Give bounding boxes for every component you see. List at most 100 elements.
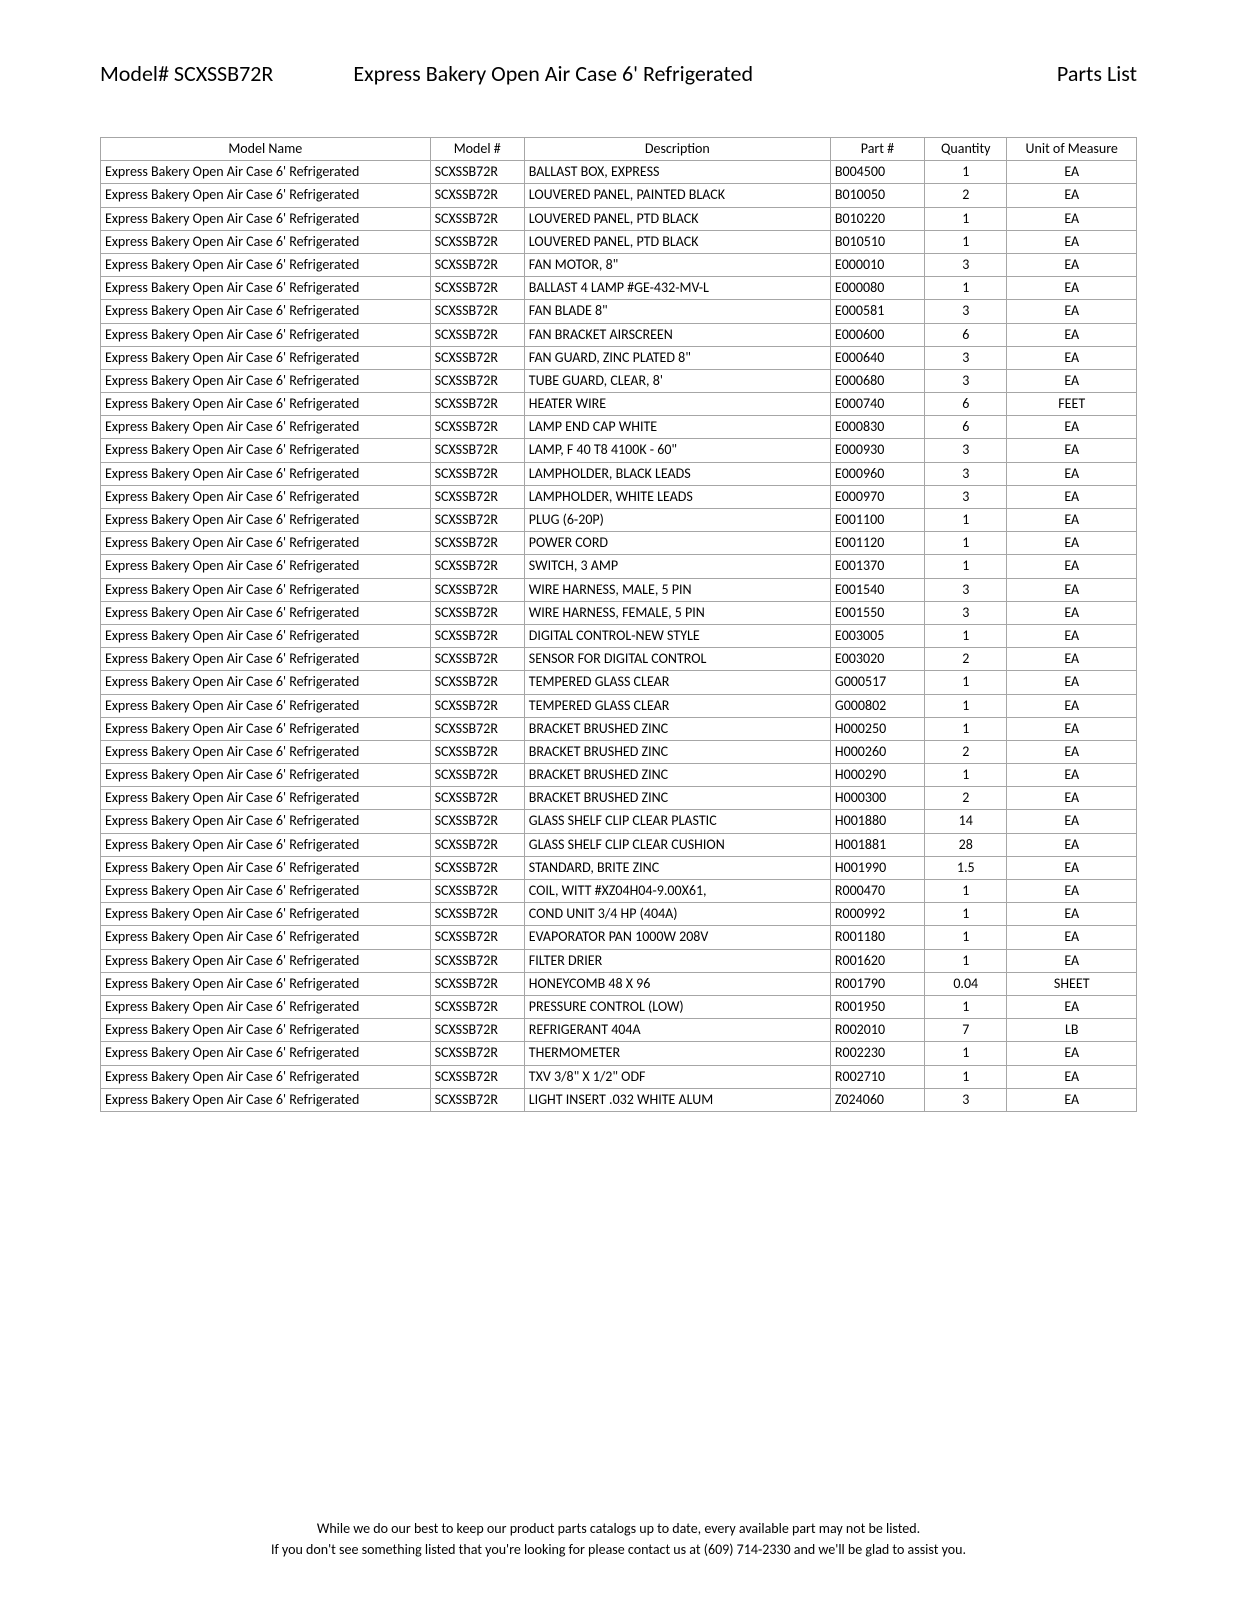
table-cell: H000260 [830, 740, 924, 763]
col-header-model-name: Model Name [101, 138, 431, 161]
table-cell: SCXSSB72R [430, 949, 524, 972]
footer-line-1: While we do our best to keep our product… [0, 1518, 1237, 1539]
table-cell: Express Bakery Open Air Case 6' Refriger… [101, 949, 431, 972]
table-cell: LAMPHOLDER, WHITE LEADS [524, 485, 830, 508]
col-header-part: Part # [830, 138, 924, 161]
table-row: Express Bakery Open Air Case 6' Refriger… [101, 207, 1137, 230]
table-cell: E003020 [830, 648, 924, 671]
table-cell: R001950 [830, 995, 924, 1018]
table-cell: B004500 [830, 161, 924, 184]
table-row: Express Bakery Open Air Case 6' Refriger… [101, 787, 1137, 810]
table-cell: R002230 [830, 1042, 924, 1065]
table-row: Express Bakery Open Air Case 6' Refriger… [101, 833, 1137, 856]
table-cell: Express Bakery Open Air Case 6' Refriger… [101, 393, 431, 416]
table-cell: R001790 [830, 972, 924, 995]
table-body: Express Bakery Open Air Case 6' Refriger… [101, 161, 1137, 1112]
table-cell: Express Bakery Open Air Case 6' Refriger… [101, 694, 431, 717]
table-cell: LIGHT INSERT .032 WHITE ALUM [524, 1088, 830, 1111]
table-cell: SCXSSB72R [430, 624, 524, 647]
table-cell: Express Bakery Open Air Case 6' Refriger… [101, 253, 431, 276]
table-row: Express Bakery Open Air Case 6' Refriger… [101, 648, 1137, 671]
table-cell: EA [1007, 787, 1137, 810]
table-cell: SCXSSB72R [430, 439, 524, 462]
table-cell: COND UNIT 3/4 HP (404A) [524, 903, 830, 926]
table-cell: 1 [925, 161, 1007, 184]
table-cell: SCXSSB72R [430, 1042, 524, 1065]
table-cell: SCXSSB72R [430, 694, 524, 717]
table-cell: EA [1007, 671, 1137, 694]
table-cell: E000930 [830, 439, 924, 462]
table-cell: EA [1007, 416, 1137, 439]
table-cell: BRACKET BRUSHED ZINC [524, 740, 830, 763]
table-cell: 1 [925, 207, 1007, 230]
table-row: Express Bakery Open Air Case 6' Refriger… [101, 1088, 1137, 1111]
table-cell: LAMP END CAP WHITE [524, 416, 830, 439]
table-cell: EA [1007, 810, 1137, 833]
table-row: Express Bakery Open Air Case 6' Refriger… [101, 300, 1137, 323]
table-row: Express Bakery Open Air Case 6' Refriger… [101, 671, 1137, 694]
table-cell: EA [1007, 624, 1137, 647]
table-row: Express Bakery Open Air Case 6' Refriger… [101, 555, 1137, 578]
table-cell: E000640 [830, 346, 924, 369]
table-cell: SCXSSB72R [430, 532, 524, 555]
table-cell: 3 [925, 346, 1007, 369]
table-cell: Express Bakery Open Air Case 6' Refriger… [101, 764, 431, 787]
table-cell: LOUVERED PANEL, PTD BLACK [524, 230, 830, 253]
table-row: Express Bakery Open Air Case 6' Refriger… [101, 601, 1137, 624]
table-row: Express Bakery Open Air Case 6' Refriger… [101, 764, 1137, 787]
table-cell: H000300 [830, 787, 924, 810]
table-cell: E000581 [830, 300, 924, 323]
table-cell: H001880 [830, 810, 924, 833]
table-cell: GLASS SHELF CLIP CLEAR CUSHION [524, 833, 830, 856]
table-cell: SCXSSB72R [430, 369, 524, 392]
table-cell: 3 [925, 439, 1007, 462]
table-cell: EA [1007, 439, 1137, 462]
table-cell: 1 [925, 509, 1007, 532]
table-cell: 6 [925, 416, 1007, 439]
table-cell: SHEET [1007, 972, 1137, 995]
table-cell: 1 [925, 1065, 1007, 1088]
table-cell: FAN BRACKET AIRSCREEN [524, 323, 830, 346]
table-cell: EA [1007, 1088, 1137, 1111]
table-cell: LAMPHOLDER, BLACK LEADS [524, 462, 830, 485]
table-cell: FAN GUARD, ZINC PLATED 8" [524, 346, 830, 369]
table-cell: EA [1007, 300, 1137, 323]
table-cell: Express Bakery Open Air Case 6' Refriger… [101, 740, 431, 763]
table-cell: SCXSSB72R [430, 416, 524, 439]
table-row: Express Bakery Open Air Case 6' Refriger… [101, 1019, 1137, 1042]
table-cell: Express Bakery Open Air Case 6' Refriger… [101, 717, 431, 740]
table-cell: PRESSURE CONTROL (LOW) [524, 995, 830, 1018]
table-cell: E001120 [830, 532, 924, 555]
table-cell: 2 [925, 184, 1007, 207]
table-row: Express Bakery Open Air Case 6' Refriger… [101, 810, 1137, 833]
table-cell: SCXSSB72R [430, 995, 524, 1018]
table-cell: 3 [925, 485, 1007, 508]
table-cell: EA [1007, 856, 1137, 879]
table-row: Express Bakery Open Air Case 6' Refriger… [101, 161, 1137, 184]
table-cell: G000802 [830, 694, 924, 717]
table-cell: BALLAST BOX, EXPRESS [524, 161, 830, 184]
table-cell: STANDARD, BRITE ZINC [524, 856, 830, 879]
table-cell: Express Bakery Open Air Case 6' Refriger… [101, 926, 431, 949]
table-cell: SCXSSB72R [430, 184, 524, 207]
table-cell: Express Bakery Open Air Case 6' Refriger… [101, 578, 431, 601]
table-cell: COIL, WITT #XZ04H04-9.00X61, [524, 880, 830, 903]
header-model: Model# SCXSSB72R [100, 60, 273, 87]
page-footer: While we do our best to keep our product… [0, 1518, 1237, 1560]
table-cell: Express Bakery Open Air Case 6' Refriger… [101, 485, 431, 508]
table-cell: Express Bakery Open Air Case 6' Refriger… [101, 346, 431, 369]
table-cell: 0.04 [925, 972, 1007, 995]
table-cell: 7 [925, 1019, 1007, 1042]
table-cell: FEET [1007, 393, 1137, 416]
table-cell: 1 [925, 277, 1007, 300]
table-cell: BRACKET BRUSHED ZINC [524, 717, 830, 740]
table-row: Express Bakery Open Air Case 6' Refriger… [101, 462, 1137, 485]
table-cell: SCXSSB72R [430, 856, 524, 879]
table-cell: Express Bakery Open Air Case 6' Refriger… [101, 903, 431, 926]
table-cell: EA [1007, 277, 1137, 300]
table-row: Express Bakery Open Air Case 6' Refriger… [101, 995, 1137, 1018]
table-cell: SCXSSB72R [430, 1019, 524, 1042]
table-cell: SCXSSB72R [430, 277, 524, 300]
table-cell: EA [1007, 880, 1137, 903]
table-cell: Express Bakery Open Air Case 6' Refriger… [101, 161, 431, 184]
